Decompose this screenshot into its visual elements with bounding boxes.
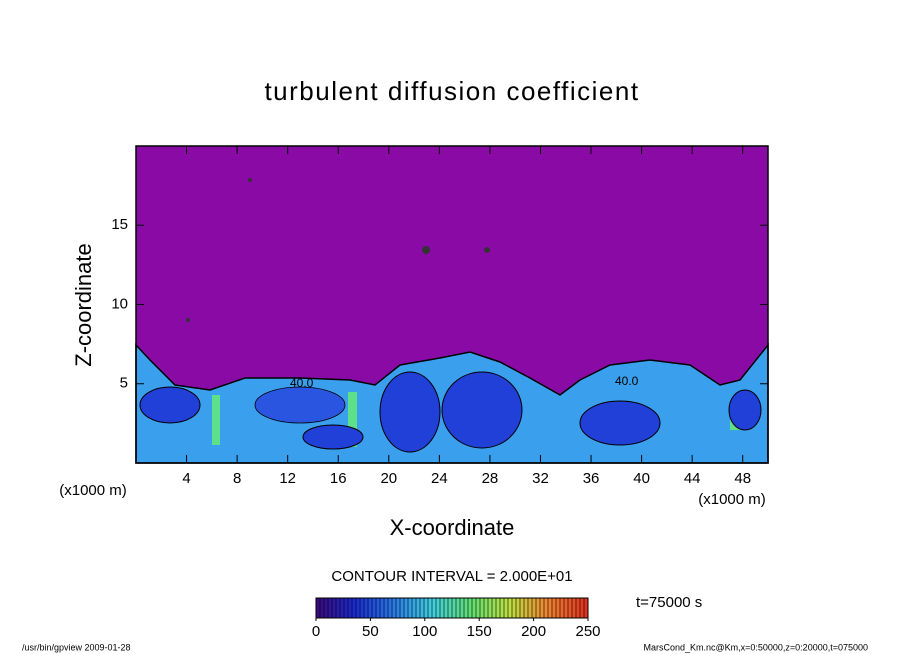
x-tick-label: 32 (532, 470, 549, 487)
colorbar-tick-label: 100 (412, 623, 437, 640)
x-tick-label: 20 (380, 470, 397, 487)
colorbar-tick-label: 50 (362, 623, 379, 640)
field-spot (248, 178, 252, 182)
x-tick-label: 28 (482, 470, 499, 487)
annotation: t=75000 s (636, 594, 702, 611)
x-axis-label: X-coordinate (390, 515, 515, 540)
x-tick-label: 48 (734, 470, 751, 487)
field-cell (441, 371, 523, 449)
contour-label: 40.0 (615, 374, 639, 388)
footer-left: /usr/bin/gpview 2009-01-28 (22, 642, 131, 652)
colorbar-tick-label: 200 (521, 623, 546, 640)
colorbar-tick-label: 0 (312, 623, 320, 640)
colorbar-tick-label: 150 (467, 623, 492, 640)
x-tick-label: 44 (684, 470, 701, 487)
y-tick-label: 10 (111, 295, 128, 312)
y-tick-label: 15 (111, 216, 128, 233)
field-strip (348, 392, 357, 447)
field-spot (186, 318, 190, 322)
field-strip (212, 395, 220, 445)
x-tick-label: 4 (182, 470, 190, 487)
x-tick-label: 24 (431, 470, 448, 487)
field-cell (728, 389, 762, 431)
field-cell (379, 371, 441, 453)
y-axis-label: Z-coordinate (71, 243, 96, 367)
x-tick-label: 16 (330, 470, 347, 487)
field-spot (422, 246, 430, 254)
x-tick-label: 12 (279, 470, 296, 487)
y-tick-label: 5 (120, 375, 128, 392)
contour-interval: CONTOUR INTERVAL = 2.000E+01 (331, 568, 572, 585)
x-unit: (x1000 m) (698, 491, 766, 508)
x-tick-label: 36 (583, 470, 600, 487)
colorbar-tick-label: 250 (575, 623, 600, 640)
field-spot (484, 247, 490, 253)
contour-label: 40.0 (290, 376, 314, 390)
field-cell (139, 386, 201, 424)
x-tick-label: 40 (633, 470, 650, 487)
field-cell (302, 424, 364, 450)
x-tick-label: 8 (233, 470, 241, 487)
field-cell (579, 400, 661, 446)
field (135, 146, 769, 464)
footer-right: MarsCond_Km.nc@Km,x=0:50000,z=0:20000,t=… (643, 642, 868, 652)
field-cell (254, 386, 346, 424)
y-unit: (x1000 m) (59, 482, 127, 499)
chart-title: turbulent diffusion coefficient (264, 76, 639, 106)
